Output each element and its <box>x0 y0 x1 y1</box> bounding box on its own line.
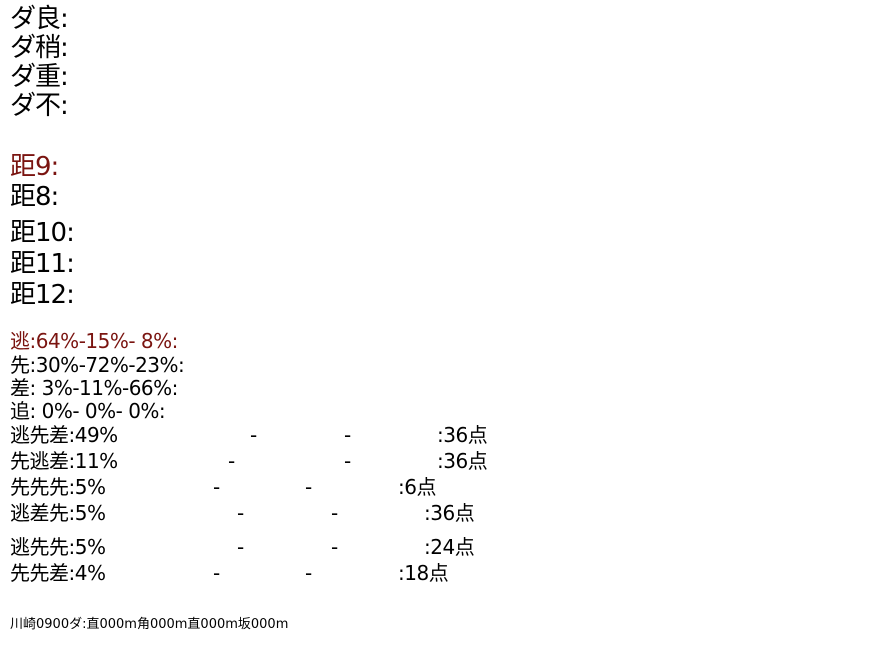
combo-sep: - <box>344 449 351 473</box>
distance-10-label: 距10: <box>10 218 75 248</box>
style-escape-row: 逃:64%-15%- 8%: <box>10 329 178 353</box>
style-front-row: 先:30%-72%-23%: <box>10 353 185 377</box>
combo-name: 先先先:5% <box>10 475 106 499</box>
combo-sep: - <box>250 423 257 447</box>
combo-points: :36点 <box>437 423 488 447</box>
combo-sep: - <box>305 475 312 499</box>
style-closer-row: 追: 0%- 0%- 0%: <box>10 399 166 423</box>
combo-sep: - <box>228 449 235 473</box>
combo-points: :18点 <box>398 561 449 585</box>
combo-name: 逃差先:5% <box>10 501 106 525</box>
combo-points: :36点 <box>424 501 475 525</box>
combo-sep: - <box>344 423 351 447</box>
distance-12-label: 距12: <box>10 280 75 310</box>
combo-sep: - <box>237 535 244 559</box>
distance-8-label: 距8: <box>10 182 59 212</box>
distance-9-label: 距9: <box>10 152 59 182</box>
combo-sep: - <box>213 475 220 499</box>
combo-name: 先先差:4% <box>10 561 106 585</box>
combo-sep: - <box>237 501 244 525</box>
combo-sep: - <box>213 561 220 585</box>
style-stalker-row: 差: 3%-11%-66%: <box>10 376 178 400</box>
combo-points: :24点 <box>424 535 475 559</box>
going-heavy-label: ダ重: <box>10 62 69 92</box>
going-slightly-heavy-label: ダ稍: <box>10 33 69 63</box>
combo-sep: - <box>305 561 312 585</box>
going-bad-label: ダ不: <box>10 91 69 121</box>
course-info-footer: 川崎0900ダ:直000m角000m直000m坂000m <box>10 617 289 632</box>
combo-name: 逃先先:5% <box>10 535 106 559</box>
combo-points: :36点 <box>437 449 488 473</box>
combo-name: 先逃差:11% <box>10 449 118 473</box>
going-good-label: ダ良: <box>10 4 69 34</box>
combo-sep: - <box>331 501 338 525</box>
combo-sep: - <box>331 535 338 559</box>
combo-points: :6点 <box>398 475 436 499</box>
combo-name: 逃先差:49% <box>10 423 118 447</box>
distance-11-label: 距11: <box>10 249 75 279</box>
